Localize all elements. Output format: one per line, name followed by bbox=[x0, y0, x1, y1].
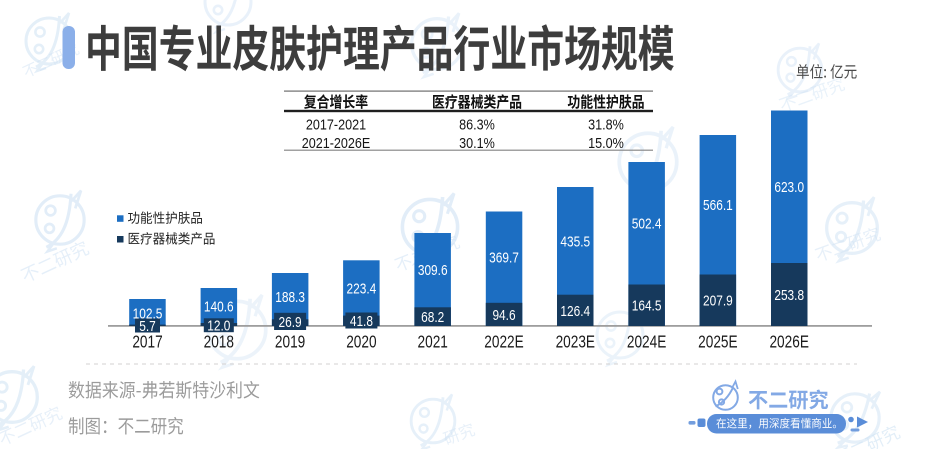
svg-text:140.6: 140.6 bbox=[204, 298, 234, 314]
svg-text:207.9: 207.9 bbox=[703, 293, 733, 309]
svg-text:5.7: 5.7 bbox=[139, 318, 156, 334]
svg-text:623.0: 623.0 bbox=[774, 179, 804, 195]
svg-text:164.5: 164.5 bbox=[632, 298, 662, 314]
svg-text:41.8: 41.8 bbox=[350, 313, 373, 329]
svg-text:2021: 2021 bbox=[418, 333, 448, 352]
svg-text:26.9: 26.9 bbox=[279, 314, 302, 330]
svg-text:102.5: 102.5 bbox=[133, 305, 163, 321]
svg-text:2020: 2020 bbox=[346, 333, 377, 352]
svg-text:126.4: 126.4 bbox=[560, 303, 590, 319]
svg-text:309.6: 309.6 bbox=[418, 262, 448, 278]
svg-text:68.2: 68.2 bbox=[421, 309, 444, 325]
svg-text:2021-2026E: 2021-2026E bbox=[302, 134, 371, 151]
svg-text:566.1: 566.1 bbox=[703, 197, 733, 213]
svg-text:2022E: 2022E bbox=[484, 333, 523, 352]
svg-text:2024E: 2024E bbox=[627, 333, 666, 352]
svg-text:94.6: 94.6 bbox=[492, 307, 515, 323]
svg-text:2017: 2017 bbox=[132, 333, 162, 352]
svg-text:12.0: 12.0 bbox=[207, 317, 230, 333]
svg-text:435.5: 435.5 bbox=[560, 233, 590, 249]
svg-text:253.8: 253.8 bbox=[774, 287, 804, 303]
svg-text:31.8%: 31.8% bbox=[588, 115, 624, 132]
svg-text:188.3: 188.3 bbox=[275, 289, 305, 305]
svg-text:86.3%: 86.3% bbox=[459, 115, 495, 132]
svg-text:502.4: 502.4 bbox=[632, 216, 662, 232]
svg-text:2026E: 2026E bbox=[769, 333, 808, 352]
svg-text:2023E: 2023E bbox=[556, 333, 595, 352]
svg-text:2019: 2019 bbox=[275, 333, 305, 352]
svg-text:223.4: 223.4 bbox=[347, 280, 377, 296]
svg-text:2018: 2018 bbox=[204, 333, 235, 352]
svg-text:30.1%: 30.1% bbox=[459, 134, 495, 151]
svg-text:2025E: 2025E bbox=[698, 333, 737, 352]
svg-text:15.0%: 15.0% bbox=[588, 134, 624, 151]
svg-text:369.7: 369.7 bbox=[489, 249, 519, 265]
svg-text:2017-2021: 2017-2021 bbox=[306, 115, 366, 132]
